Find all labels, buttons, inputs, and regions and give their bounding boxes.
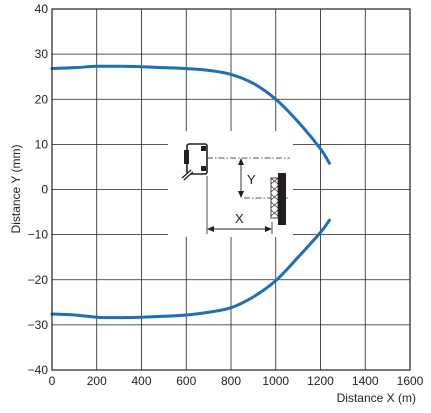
sensor-diagram-inset: Y X xyxy=(168,131,293,237)
x-tick-label: 200 xyxy=(87,374,107,388)
x-tick-labels: 0 200 400 600 800 1000 1200 1400 1600 xyxy=(49,374,424,388)
x-tick-label: 0 xyxy=(49,374,56,388)
reflector-icon xyxy=(271,173,286,225)
x-tick-label: 1400 xyxy=(352,374,379,388)
inset-y-label: Y xyxy=(247,172,256,187)
y-tick-label: 40 xyxy=(35,2,49,16)
x-tick-label: 1600 xyxy=(397,374,424,388)
x-tick-label: 400 xyxy=(131,374,151,388)
sensor-icon xyxy=(183,144,207,179)
y-tick-label: −10 xyxy=(28,228,49,242)
x-axis-label: Distance X (m) xyxy=(337,391,416,405)
y-tick-label: −30 xyxy=(28,318,49,332)
x-tick-label: 800 xyxy=(221,374,241,388)
y-tick-label: 10 xyxy=(35,137,49,151)
y-tick-label: −20 xyxy=(28,273,49,287)
y-tick-label: 20 xyxy=(35,92,49,106)
y-tick-label: 30 xyxy=(35,47,49,61)
x-tick-label: 1200 xyxy=(307,374,334,388)
y-tick-label: −40 xyxy=(28,363,49,377)
y-axis-label: Distance Y (mm) xyxy=(9,145,23,234)
y-tick-labels: 40 30 20 10 0 −10 −20 −30 −40 xyxy=(28,2,49,377)
y-tick-label: 0 xyxy=(41,183,48,197)
x-tick-label: 600 xyxy=(176,374,196,388)
x-tick-label: 1000 xyxy=(262,374,289,388)
inset-x-label: X xyxy=(235,211,244,226)
